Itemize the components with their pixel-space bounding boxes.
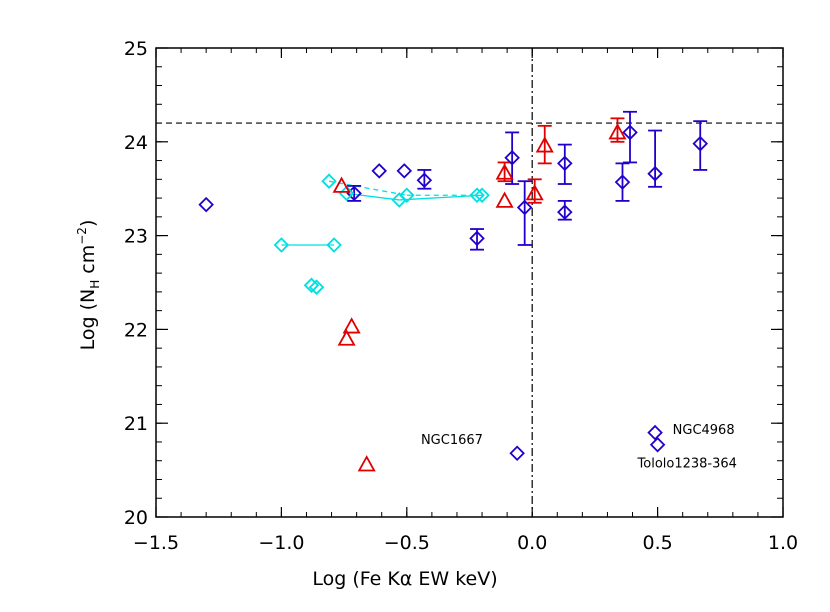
blue-diamond-point [396, 163, 413, 179]
annotations: NGC1667 NGC4968 Tololo1238-364 [421, 423, 737, 472]
x-tick-label: −1.5 [133, 532, 179, 554]
x-tick-label: −0.5 [384, 532, 430, 554]
annotation-label: NGC1667 [421, 433, 483, 448]
blue-diamond-point [647, 424, 663, 441]
blue-diamond-point [557, 204, 573, 220]
cyan-diamond-point [469, 187, 485, 204]
blue-diamond-point [509, 445, 525, 461]
cyan-diamond-point [474, 187, 490, 204]
red-triangle-point [525, 184, 544, 201]
blue-diamond-point [516, 199, 533, 216]
cyan-diamond-point [273, 237, 290, 253]
blue-diamond-point [371, 163, 387, 179]
x-tick-label: 0.5 [642, 532, 672, 554]
cyan-diamond-point [308, 279, 325, 295]
blue-diamond-point [614, 174, 631, 190]
cyan-diamond-point [321, 173, 337, 189]
blue-diamond-point [198, 196, 214, 213]
red-triangle-point [337, 329, 356, 346]
x-tick-label: 1.0 [768, 532, 798, 554]
x-axis-title: Log (Fe Kα EW keV) [312, 568, 497, 590]
cyan-diamond-point [303, 277, 320, 294]
y-tick-label: 20 [124, 507, 148, 529]
y-tick-label: 22 [124, 319, 148, 341]
connector-line [328, 180, 407, 196]
plot-frame [155, 47, 784, 518]
series-connector-lines [281, 180, 483, 246]
cyan-diamond-point [399, 187, 415, 204]
red-triangle-point [608, 123, 627, 140]
red-triangle-point [342, 317, 361, 334]
blue-diamond-point [557, 155, 573, 172]
error-bars [347, 110, 708, 251]
connector-line [346, 192, 400, 201]
red-triangle-point [332, 176, 351, 193]
x-tick-label: −1.0 [258, 532, 304, 554]
x-tick-label: 0.0 [517, 532, 547, 554]
red-triangle-point [535, 136, 554, 153]
blue-diamond-point [647, 165, 663, 182]
blue-diamond-point [504, 149, 520, 166]
blue-diamond-point [416, 172, 433, 189]
red-triangle-point [357, 455, 376, 472]
blue-diamond-point [622, 124, 638, 141]
y-tick-label: 21 [124, 413, 148, 435]
cyan-diamond-point [326, 237, 342, 253]
y-tick-label: 24 [124, 132, 148, 154]
red-triangle-point [495, 163, 514, 180]
y-tick-label: 25 [124, 38, 148, 60]
connector-line [399, 194, 483, 201]
data-markers [198, 123, 709, 472]
annotation-label: NGC4968 [673, 423, 735, 438]
annotation-label: Tololo1238-364 [637, 457, 737, 472]
blue-diamond-point [649, 437, 666, 453]
y-axis-title: Log (NH cm−2) [75, 220, 102, 351]
reference-lines [156, 48, 783, 517]
blue-diamond-point [692, 135, 709, 152]
red-triangle-point [495, 191, 514, 208]
blue-diamond-point [469, 230, 485, 247]
y-tick-label: 23 [124, 226, 148, 248]
axis-ticks: −1.5 −1.0 −0.5 0.0 0.5 1.0 20 21 22 23 24 25 [124, 38, 798, 554]
